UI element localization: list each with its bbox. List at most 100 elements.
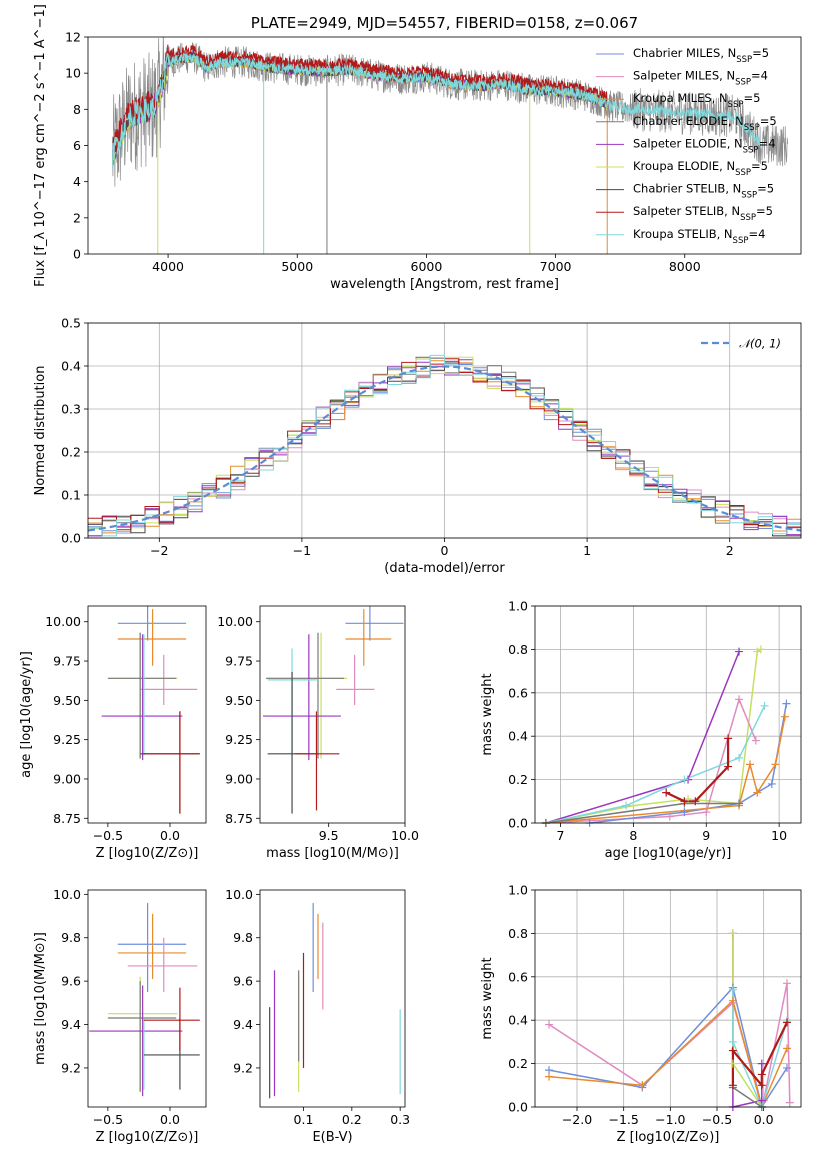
legend-entry: Kroupa STELIB, NSSP=4 xyxy=(633,227,765,246)
x-tick-label: 0.2 xyxy=(342,1112,362,1127)
y-axis-label: Flux [f_λ 10^−17 erg cm^−2 s^−1 A^−1] xyxy=(33,4,48,287)
weight-marker xyxy=(757,1081,766,1090)
weight-marker xyxy=(680,808,689,817)
y-tick-label: 9.8 xyxy=(233,930,253,945)
y-tick-label: 0.2 xyxy=(61,445,81,460)
weight-marker xyxy=(757,1059,766,1068)
x-tick-label: 0.0 xyxy=(160,828,180,843)
x-tick-label: −1 xyxy=(293,543,311,558)
weight-marker xyxy=(785,1098,794,1107)
legend-value: =5 xyxy=(757,182,774,196)
legend-subscript: SSP xyxy=(741,191,757,201)
legend-entry: Chabrier MILES, NSSP=5 xyxy=(633,46,769,65)
y-tick-label: 9.25 xyxy=(53,732,81,747)
y-tick-label: 9.75 xyxy=(225,654,253,669)
y-tick-label: 0.5 xyxy=(61,316,81,331)
y-tick-label: 0.6 xyxy=(508,685,528,700)
weight-marker xyxy=(638,1081,647,1090)
weight-marker xyxy=(735,695,744,704)
y-tick-label: 10.00 xyxy=(45,614,81,629)
y-tick-label: 0.0 xyxy=(508,816,528,831)
legend-entry: Kroupa ELODIE, NSSP=5 xyxy=(633,159,768,178)
weight-marker xyxy=(783,979,791,988)
weight-marker xyxy=(545,1020,553,1029)
legend-subscript: SSP xyxy=(736,55,752,65)
panel-residuals: −2 −1 0 1 2 0.0 0.1 0.2 0.3 0.4 0.5 (data-model)/er… xyxy=(33,316,802,576)
weight-line-chabrier_elodie xyxy=(732,1086,763,1107)
axes-frame xyxy=(259,889,406,1108)
legend-subscript: SSP xyxy=(740,213,756,223)
weight-marker xyxy=(728,1059,737,1068)
x-tick-label: 0.0 xyxy=(160,1112,180,1127)
y-tick-label: 0.0 xyxy=(508,1100,528,1115)
y-tick-label: 9.4 xyxy=(61,1017,81,1032)
weight-marker xyxy=(735,647,744,656)
x-tick-label: −0.5 xyxy=(93,1112,123,1127)
y-tick-label: 9.75 xyxy=(53,654,81,669)
x-axis-label: E(B-V) xyxy=(312,1130,352,1145)
weight-marker xyxy=(728,985,737,994)
panel-weight_vs_age: 7 8 9 10 0.0 0.2 0.4 0.6 0.8 1.0 age [log10(age/yr… xyxy=(480,599,802,861)
y-tick-label: 9.2 xyxy=(61,1060,81,1075)
y-tick-label: 1.0 xyxy=(508,599,528,614)
weight-marker xyxy=(629,801,638,810)
y-tick-label: 0.4 xyxy=(508,729,528,744)
legend-subscript: SSP xyxy=(728,100,744,110)
weight-marker xyxy=(783,1063,791,1072)
legend-subscript: SSP xyxy=(743,145,759,155)
y-tick-label: 4 xyxy=(73,174,81,189)
panel-spectrum: 4000 5000 6000 7000 8000 0 2 4 6 8 10 12 wavelength … xyxy=(33,4,802,292)
plot-area xyxy=(89,903,200,1097)
x-tick-label: 9 xyxy=(702,828,710,843)
y-tick-label: 8 xyxy=(73,102,81,117)
y-tick-label: 0.8 xyxy=(508,642,528,657)
weight-marker xyxy=(545,1072,553,1081)
x-tick-label: 7000 xyxy=(540,259,572,274)
weight-marker xyxy=(735,799,744,808)
y-tick-label: 0.3 xyxy=(61,402,81,417)
model-line-salpeter_stelib xyxy=(112,44,608,152)
panel-age_vs_mass: 9.5 10.0 8.75 9.00 9.25 9.50 9.75 10.00 mass [lo… xyxy=(217,605,419,861)
legend-value: =5 xyxy=(743,91,760,105)
weight-marker xyxy=(753,788,762,797)
weight-marker xyxy=(662,788,671,797)
y-tick-label: 9.50 xyxy=(225,693,253,708)
x-tick-label: −1.5 xyxy=(608,1112,638,1127)
weight-line-kroupa_miles xyxy=(545,716,786,823)
x-axis-label: age [log10(age/yr)] xyxy=(605,846,732,861)
x-tick-label: 7 xyxy=(557,828,565,843)
x-axis-label: (data-model)/error xyxy=(384,561,505,576)
y-tick-label: 0.0 xyxy=(61,531,81,546)
y-tick-label: 0.4 xyxy=(61,359,81,374)
y-tick-label: 1.0 xyxy=(508,883,528,898)
x-tick-label: 4000 xyxy=(152,259,184,274)
legend-entry: Chabrier STELIB, NSSP=5 xyxy=(633,182,774,201)
legend-value: =5 xyxy=(760,114,777,128)
weight-marker xyxy=(728,1046,737,1055)
plot-area xyxy=(269,903,401,1099)
x-axis-label: Z [log10(Z/Z⊙)] xyxy=(617,1130,720,1145)
legend-subscript: SSP xyxy=(733,236,749,246)
weight-marker xyxy=(702,808,711,817)
y-tick-label: 9.4 xyxy=(233,1017,253,1032)
panel-mass_vs_z: −0.5 0.0 9.2 9.4 9.6 9.8 10.0 Z [log10(Z/Z⊙)] ma… xyxy=(33,887,207,1145)
x-tick-label: 0.3 xyxy=(390,1112,410,1127)
weight-marker xyxy=(680,797,689,806)
y-tick-label: 6 xyxy=(73,138,81,153)
weight-marker xyxy=(771,760,780,769)
x-tick-label: 10 xyxy=(771,828,787,843)
x-tick-label: −0.5 xyxy=(702,1112,732,1127)
weight-marker xyxy=(728,1037,737,1046)
y-tick-label: 9.8 xyxy=(61,930,81,945)
legend-subscript: SSP xyxy=(735,78,751,88)
panel-age_vs_z: −0.5 0.0 8.75 9.00 9.25 9.50 9.75 10.00 Z [log10… xyxy=(19,605,207,861)
plot-area xyxy=(88,354,801,537)
y-tick-label: 8.75 xyxy=(53,811,81,826)
y-tick-label: 10.0 xyxy=(225,887,253,902)
weight-marker xyxy=(757,1070,766,1079)
weight-line-kroupa_stelib xyxy=(732,989,788,1107)
x-tick-label: 8000 xyxy=(669,259,701,274)
weight-marker xyxy=(760,701,769,710)
legend-value: =4 xyxy=(748,227,765,241)
y-tick-label: 10.00 xyxy=(217,614,253,629)
